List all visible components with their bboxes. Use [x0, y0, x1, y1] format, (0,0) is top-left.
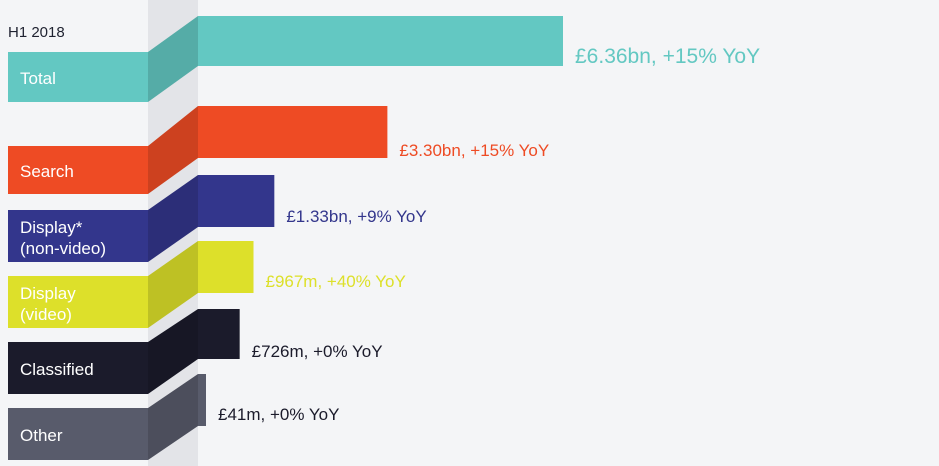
category-label: (non-video)	[20, 239, 106, 258]
category-label: Other	[20, 426, 63, 445]
bar-connector	[148, 175, 198, 262]
category-label: Display	[20, 284, 76, 303]
value-label: £3.30bn, +15% YoY	[399, 141, 549, 160]
bar-connector	[148, 374, 198, 460]
value-label: £726m, +0% YoY	[252, 342, 383, 361]
bar-connector	[148, 106, 198, 194]
bar-connector	[148, 241, 198, 328]
category-label-box	[8, 146, 148, 194]
chart-marks: Total £6.36bn, +15% YoY Search £3.30bn, +15…	[8, 16, 760, 460]
period-label: H1 2018	[8, 24, 65, 41]
category-label-box	[8, 210, 148, 262]
bar-connector	[148, 309, 198, 394]
category-label-box	[8, 52, 148, 102]
category-label: Classified	[20, 360, 94, 379]
bar	[198, 16, 563, 66]
bar	[198, 309, 240, 359]
value-label: £967m, +40% YoY	[265, 272, 405, 291]
category-label: Display*	[20, 218, 83, 237]
category-label-box	[8, 276, 148, 328]
value-label: £6.36bn, +15% YoY	[575, 45, 760, 68]
bar	[198, 374, 206, 426]
category-label-box	[8, 408, 148, 460]
category-label: (video)	[20, 305, 72, 324]
bar	[198, 241, 254, 293]
bar	[198, 175, 275, 227]
bar-connector	[148, 16, 198, 102]
category-label: Search	[20, 162, 74, 181]
category-label: Total	[20, 69, 56, 88]
category-label-box	[8, 342, 148, 394]
value-label: £41m, +0% YoY	[218, 405, 339, 424]
value-label: £1.33bn, +9% YoY	[286, 207, 426, 226]
bar	[198, 106, 388, 158]
